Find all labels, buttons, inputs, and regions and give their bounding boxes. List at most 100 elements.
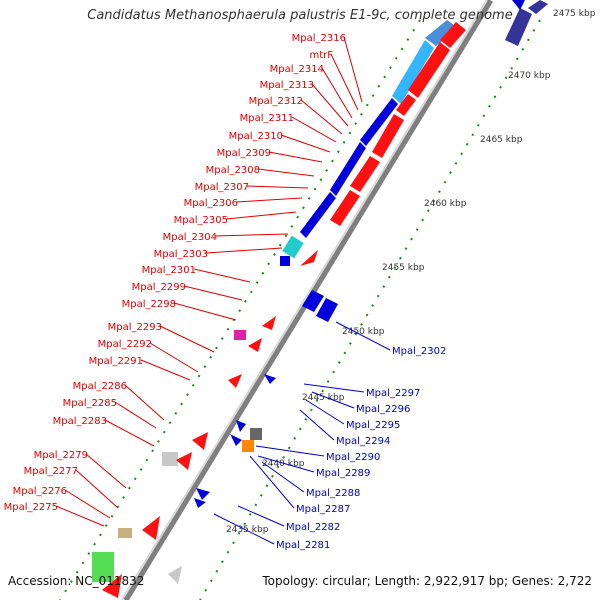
gene-arrow[interactable]: [230, 434, 242, 446]
gene-label-leader: [205, 247, 283, 254]
gene-arrow[interactable]: [176, 452, 192, 470]
gene-arrow[interactable]: [264, 374, 276, 384]
gene-arrow[interactable]: [372, 114, 404, 158]
gene-arrow[interactable]: [316, 298, 338, 322]
gene-label[interactable]: Mpal_2313: [260, 80, 314, 91]
gene-label[interactable]: Mpal_2311: [240, 113, 294, 124]
kbp-tick-label: 2470 kbp: [508, 71, 551, 81]
gene-label[interactable]: Mpal_2303: [154, 249, 208, 260]
gene-arrow[interactable]: [396, 94, 416, 116]
gene-label-leader: [246, 185, 309, 189]
gene-arrow[interactable]: [168, 566, 182, 584]
gene-label-leader: [237, 505, 285, 527]
gene-arrow[interactable]: [408, 42, 450, 98]
gene-label[interactable]: Mpal_2289: [316, 468, 370, 479]
gene-label[interactable]: Mpal_2285: [63, 398, 117, 409]
gene-label[interactable]: Mpal_2296: [356, 404, 410, 415]
gene-label-leader: [213, 513, 275, 545]
gene-arrow[interactable]: [302, 290, 324, 312]
gene-label[interactable]: Mpal_2314: [270, 64, 324, 75]
gene-label[interactable]: Mpal_2287: [296, 504, 350, 515]
kbp-tick-label: 2460 kbp: [424, 199, 467, 209]
gene-box[interactable]: [282, 235, 304, 259]
gene-label[interactable]: Mpal_2293: [108, 322, 162, 333]
gene-label[interactable]: Mpal_2295: [346, 420, 400, 431]
gene-label[interactable]: Mpal_2298: [122, 299, 176, 310]
gene-arrow[interactable]: [102, 574, 122, 598]
gene-arrow[interactable]: [425, 20, 458, 46]
gene-arrow[interactable]: [330, 142, 366, 196]
gene-box[interactable]: [242, 440, 254, 452]
gene-arrow[interactable]: [440, 22, 466, 48]
gene-arrow[interactable]: [360, 98, 398, 146]
gene-label-leader: [299, 409, 335, 441]
gene-label[interactable]: Mpal_2312: [249, 96, 303, 107]
gene-arrow[interactable]: [142, 516, 160, 540]
tick-guide-outer: [199, 19, 541, 600]
gene-label[interactable]: Mpal_2310: [229, 131, 283, 142]
gene-label-leader: [280, 134, 331, 153]
gene-label-leader: [343, 36, 363, 103]
gene-arrow[interactable]: [262, 316, 276, 330]
gene-label[interactable]: Mpal_2307: [195, 182, 249, 193]
gene-label[interactable]: Mpal_2306: [184, 198, 238, 209]
gene-arrow[interactable]: [505, 8, 532, 46]
gene-arrow[interactable]: [236, 420, 246, 432]
gene-box[interactable]: [118, 528, 132, 538]
gene-label-leader: [124, 384, 165, 421]
gene-arrow[interactable]: [300, 192, 336, 238]
gene-arrow[interactable]: [192, 432, 208, 450]
gene-arrow[interactable]: [248, 338, 262, 352]
gene-arrow[interactable]: [392, 40, 434, 104]
gene-label[interactable]: Mpal_2304: [163, 232, 217, 243]
gene-label[interactable]: Mpal_2297: [366, 388, 420, 399]
gene-label[interactable]: Mpal_2277: [24, 466, 78, 477]
gene-box[interactable]: [280, 256, 290, 266]
gene-label[interactable]: Mpal_2301: [142, 265, 196, 276]
gene-arrow[interactable]: [196, 488, 210, 500]
gene-label[interactable]: Mpal_2275: [4, 502, 58, 513]
gene-label-leader: [305, 399, 345, 425]
gene-label[interactable]: Mpal_2299: [132, 282, 186, 293]
gene-label[interactable]: Mpal_2308: [206, 165, 260, 176]
gene-label[interactable]: Mpal_2290: [326, 452, 380, 463]
gene-label[interactable]: Mpal_2309: [217, 148, 271, 159]
gene-label[interactable]: Mpal_2292: [98, 339, 152, 350]
gene-label[interactable]: Mpal_2281: [276, 540, 330, 551]
gene-label-leader: [183, 285, 243, 301]
gene-label-leader: [321, 67, 353, 119]
gene-label[interactable]: Mpal_2305: [174, 215, 228, 226]
gene-label[interactable]: Mpal_2283: [53, 416, 107, 427]
gene-label[interactable]: Mpal_2276: [13, 486, 67, 497]
gene-arrow[interactable]: [228, 374, 242, 388]
gene-label[interactable]: Mpal_2294: [336, 436, 390, 447]
gene-box[interactable]: [92, 552, 114, 582]
gene-box[interactable]: [162, 452, 178, 466]
kbp-tick-label: 2440 kbp: [262, 459, 305, 469]
gene-arrow[interactable]: [300, 250, 318, 266]
gene-label-leader: [173, 302, 237, 321]
gene-label[interactable]: Mpal_2286: [73, 381, 127, 392]
kbp-tick-label: 2465 kbp: [480, 135, 523, 145]
gene-label-leader: [257, 168, 315, 177]
gene-arrow[interactable]: [330, 190, 360, 226]
gene-label-leader: [149, 342, 199, 373]
gene-label-leader: [291, 116, 337, 143]
gene-label[interactable]: Mpal_2279: [34, 450, 88, 461]
gene-box[interactable]: [250, 428, 262, 440]
gene-label[interactable]: Mpal_2288: [306, 488, 360, 499]
gene-label[interactable]: mtrF: [309, 50, 333, 61]
gene-label-leader: [303, 383, 365, 393]
gene-arrow[interactable]: [194, 498, 206, 508]
gene-arrow[interactable]: [512, 0, 525, 10]
gene-label[interactable]: Mpal_2302: [392, 346, 446, 357]
gene-arrow[interactable]: [350, 156, 380, 192]
gene-box[interactable]: [234, 330, 246, 340]
gene-label[interactable]: Mpal_2282: [286, 522, 340, 533]
gene-label[interactable]: Mpal_2291: [89, 356, 143, 367]
gene-label[interactable]: Mpal_2316: [292, 33, 346, 44]
gene-arrow[interactable]: [528, 0, 548, 14]
kbp-tick-label: 2450 kbp: [342, 327, 385, 337]
